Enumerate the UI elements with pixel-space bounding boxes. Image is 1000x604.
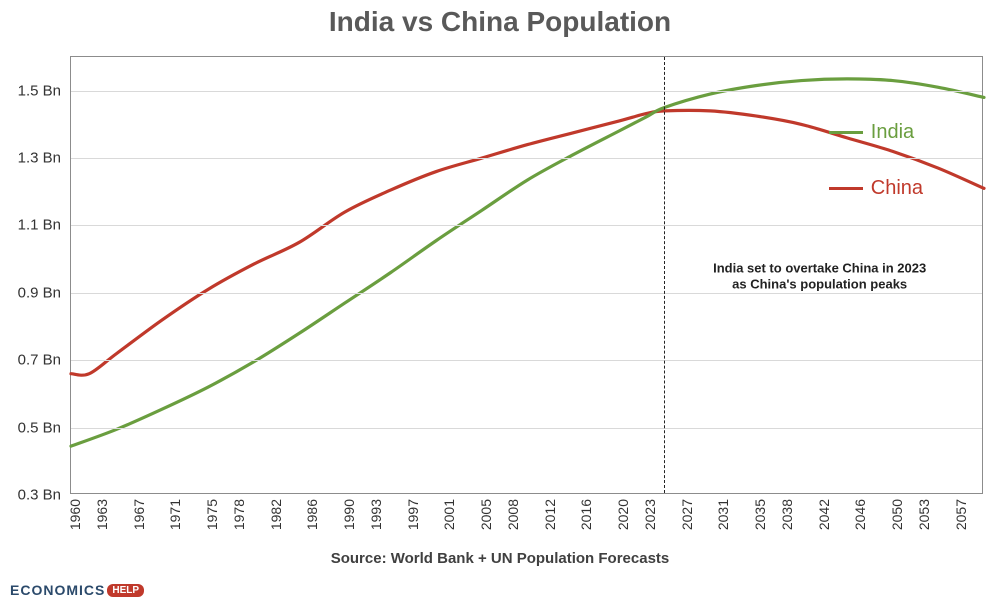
gridline xyxy=(71,225,982,226)
x-tick-label: 1993 xyxy=(368,499,384,530)
x-tick-label: 2057 xyxy=(953,499,969,530)
legend-item-china: China xyxy=(829,177,923,200)
x-tick-label: 1990 xyxy=(341,499,357,530)
y-tick-label: 0.5 Bn xyxy=(18,419,71,436)
y-tick-label: 0.9 Bn xyxy=(18,284,71,301)
x-tick-label: 1982 xyxy=(268,499,284,530)
legend-label: China xyxy=(871,177,923,200)
x-tick-label: 2008 xyxy=(505,499,521,530)
x-tick-label: 1967 xyxy=(131,499,147,530)
gridline xyxy=(71,293,982,294)
logo: ECONOMICS HELP xyxy=(10,582,144,598)
y-tick-label: 0.3 Bn xyxy=(18,487,71,504)
x-tick-label: 2031 xyxy=(715,499,731,530)
x-tick-label: 1971 xyxy=(167,499,183,530)
legend-swatch xyxy=(829,187,863,190)
chart-title: India vs China Population xyxy=(0,6,1000,38)
y-tick-label: 1.1 Bn xyxy=(18,217,71,234)
gridline xyxy=(71,428,982,429)
y-tick-label: 0.7 Bn xyxy=(18,352,71,369)
x-tick-label: 2020 xyxy=(615,499,631,530)
x-tick-label: 2050 xyxy=(889,499,905,530)
y-tick-label: 1.3 Bn xyxy=(18,150,71,167)
gridline xyxy=(71,91,982,92)
x-tick-label: 2023 xyxy=(642,499,658,530)
x-tick-label: 2053 xyxy=(916,499,932,530)
x-tick-label: 1963 xyxy=(94,499,110,530)
x-tick-label: 2012 xyxy=(542,499,558,530)
logo-text-b: HELP xyxy=(107,584,144,597)
x-tick-label: 2038 xyxy=(779,499,795,530)
x-tick-label: 1978 xyxy=(231,499,247,530)
source-caption: Source: World Bank + UN Population Forec… xyxy=(0,550,1000,567)
x-tick-label: 2016 xyxy=(578,499,594,530)
gridline xyxy=(71,158,982,159)
legend-item-india: India xyxy=(829,121,914,144)
x-tick-label: 2035 xyxy=(752,499,768,530)
gridline xyxy=(71,360,982,361)
x-tick-label: 2005 xyxy=(478,499,494,530)
plot-area: 0.3 Bn0.5 Bn0.7 Bn0.9 Bn1.1 Bn1.3 Bn1.5 … xyxy=(70,56,983,494)
logo-text-a: ECONOMICS xyxy=(10,582,105,598)
legend-label: India xyxy=(871,121,914,144)
annotation-text: India set to overtake China in 2023as Ch… xyxy=(713,260,926,291)
x-tick-label: 1960 xyxy=(67,499,83,530)
x-tick-label: 2001 xyxy=(441,499,457,530)
x-tick-label: 2042 xyxy=(816,499,832,530)
x-tick-label: 1986 xyxy=(304,499,320,530)
y-tick-label: 1.5 Bn xyxy=(18,82,71,99)
x-tick-label: 1997 xyxy=(405,499,421,530)
series-line-china xyxy=(71,110,984,375)
x-tick-label: 1975 xyxy=(204,499,220,530)
chart-frame: India vs China Population 0.3 Bn0.5 Bn0.… xyxy=(0,0,1000,604)
x-tick-label: 2046 xyxy=(852,499,868,530)
x-tick-label: 2027 xyxy=(679,499,695,530)
legend-swatch xyxy=(829,131,863,134)
crossover-vline xyxy=(664,57,665,493)
